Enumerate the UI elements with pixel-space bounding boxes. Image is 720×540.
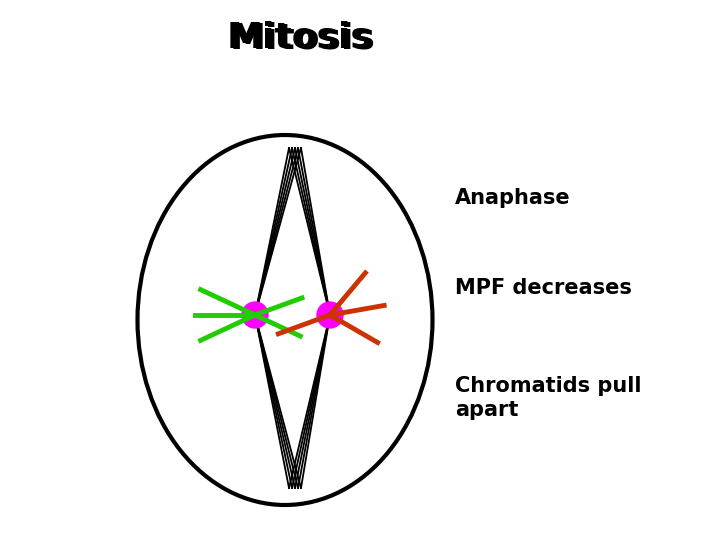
Text: MPF decreases: MPF decreases xyxy=(455,278,632,298)
Text: Chromatids pull
apart: Chromatids pull apart xyxy=(455,376,642,420)
Circle shape xyxy=(317,302,343,328)
Text: Anaphase: Anaphase xyxy=(455,188,571,208)
Text: Mitosis: Mitosis xyxy=(230,22,375,56)
Circle shape xyxy=(242,302,268,328)
Text: Mitosis: Mitosis xyxy=(227,21,373,55)
